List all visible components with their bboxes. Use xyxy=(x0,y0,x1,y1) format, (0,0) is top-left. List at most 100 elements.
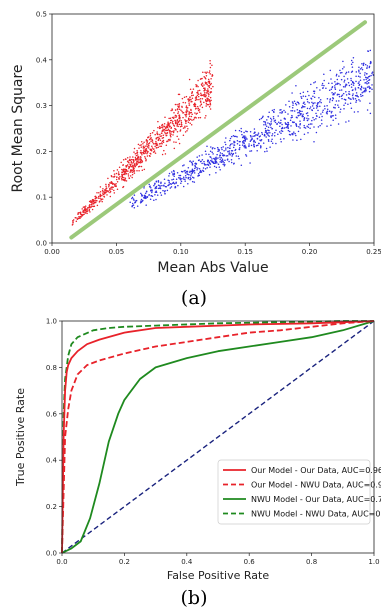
scatter-point-s1 xyxy=(336,82,339,85)
scatter-point-s0 xyxy=(106,190,108,192)
scatter-point-s0 xyxy=(129,175,132,177)
scatter-point-s0 xyxy=(143,141,145,143)
scatter-point-s1 xyxy=(198,174,201,177)
y-tick-label: 0.0 xyxy=(46,550,57,558)
scatter-point-s1 xyxy=(238,144,241,146)
scatter-point-s0 xyxy=(131,171,134,173)
scatter-point-s1 xyxy=(312,103,314,105)
scatter-point-s1 xyxy=(206,166,208,169)
scatter-point-s1 xyxy=(337,104,339,106)
scatter-point-s0 xyxy=(208,70,211,72)
scatter-point-s1 xyxy=(350,107,353,110)
scatter-point-s1 xyxy=(354,97,357,100)
scatter-point-s1 xyxy=(210,146,212,148)
scatter-point-s1 xyxy=(293,131,295,133)
scatter-point-s0 xyxy=(183,96,186,98)
scatter-point-s0 xyxy=(197,93,200,96)
scatter-point-s1 xyxy=(365,88,367,90)
scatter-point-s1 xyxy=(241,144,244,146)
scatter-point-s0 xyxy=(109,182,112,184)
caption-a: (a) xyxy=(181,287,207,309)
scatter-point-s0 xyxy=(87,207,90,209)
scatter-point-s1 xyxy=(324,107,326,110)
x-axis-ticks: 0.0 0.2 0.4 0.6 0.8 1.0 xyxy=(56,553,380,566)
scatter-point-s0 xyxy=(99,190,102,193)
scatter-point-s0 xyxy=(199,98,202,100)
scatter-point-s0 xyxy=(178,142,181,145)
scatter-point-s0 xyxy=(189,98,191,101)
scatter-point-s1 xyxy=(140,200,142,202)
scatter-point-s0 xyxy=(159,127,161,129)
scatter-point-s1 xyxy=(358,66,360,68)
scatter-point-s0 xyxy=(105,189,107,191)
scatter-point-s0 xyxy=(97,197,100,199)
scatter-point-s0 xyxy=(93,199,95,202)
scatter-point-s1 xyxy=(300,138,302,141)
scatter-point-s1 xyxy=(345,72,347,75)
scatter-point-s0 xyxy=(111,188,113,190)
scatter-point-s0 xyxy=(135,154,138,157)
scatter-point-s1 xyxy=(164,193,166,195)
scatter-point-s1 xyxy=(301,105,304,107)
scatter-point-s1 xyxy=(143,194,146,197)
scatter-point-s0 xyxy=(146,140,149,142)
scatter-point-s0 xyxy=(190,94,193,97)
scatter-point-s1 xyxy=(339,72,342,74)
scatter-point-s0 xyxy=(169,139,171,142)
scatter-point-s1 xyxy=(296,116,298,119)
scatter-point-s1 xyxy=(228,160,230,163)
scatter-point-s1 xyxy=(219,152,222,154)
scatter-point-s1 xyxy=(208,153,210,156)
scatter-point-s1 xyxy=(320,101,322,104)
scatter-point-s1 xyxy=(303,119,305,122)
scatter-point-s0 xyxy=(133,161,135,163)
scatter-point-s0 xyxy=(125,180,128,182)
scatter-point-s1 xyxy=(166,189,169,192)
scatter-point-s1 xyxy=(226,155,229,157)
scatter-point-s1 xyxy=(280,127,283,130)
roc-curve-1 xyxy=(61,320,375,554)
scatter-point-s1 xyxy=(250,150,253,152)
scatter-point-s1 xyxy=(357,110,359,113)
scatter-point-s1 xyxy=(153,184,155,187)
scatter-point-s1 xyxy=(342,60,344,63)
scatter-point-s0 xyxy=(169,138,171,141)
scatter-point-s1 xyxy=(371,88,373,91)
scatter-point-s1 xyxy=(323,73,325,75)
scatter-point-s0 xyxy=(208,71,210,74)
scatter-point-s1 xyxy=(265,147,268,150)
scatter-point-s0 xyxy=(124,158,127,160)
scatter-point-s0 xyxy=(157,136,159,139)
scatter-point-s1 xyxy=(306,107,309,110)
y-tick-label: 0.3 xyxy=(36,102,47,110)
scatter-point-s0 xyxy=(180,109,182,111)
scatter-point-s1 xyxy=(199,170,202,172)
scatter-point-s0 xyxy=(134,153,137,155)
scatter-point-s0 xyxy=(176,135,178,138)
scatter-point-s1 xyxy=(285,104,287,106)
scatter-point-s0 xyxy=(176,123,179,126)
scatter-point-s1 xyxy=(250,144,253,147)
scatter-point-s1 xyxy=(280,132,282,135)
scatter-point-s1 xyxy=(345,83,347,86)
scatter-point-s0 xyxy=(140,149,142,152)
scatter-point-s0 xyxy=(95,200,97,202)
scatter-point-s1 xyxy=(334,107,336,109)
scatter-point-s1 xyxy=(265,131,267,133)
scatter-point-s0 xyxy=(162,139,165,142)
scatter-point-s1 xyxy=(331,99,334,102)
scatter-point-s1 xyxy=(310,83,312,86)
scatter-point-s0 xyxy=(187,98,189,101)
y-axis-ticks: 0.0 0.1 0.2 0.3 0.4 0.5 xyxy=(36,11,52,248)
scatter-point-s1 xyxy=(305,112,308,115)
scatter-point-s0 xyxy=(172,131,175,134)
scatter-point-s0 xyxy=(111,181,113,184)
y-axis-label: True Positive Rate xyxy=(14,388,27,487)
scatter-point-s0 xyxy=(161,142,163,145)
scatter-point-s1 xyxy=(319,99,322,101)
scatter-point-s0 xyxy=(115,178,118,181)
scatter-point-s0 xyxy=(101,198,104,200)
scatter-point-s1 xyxy=(343,75,345,78)
scatter-point-s1 xyxy=(223,149,225,152)
scatter-point-s0 xyxy=(176,118,179,121)
